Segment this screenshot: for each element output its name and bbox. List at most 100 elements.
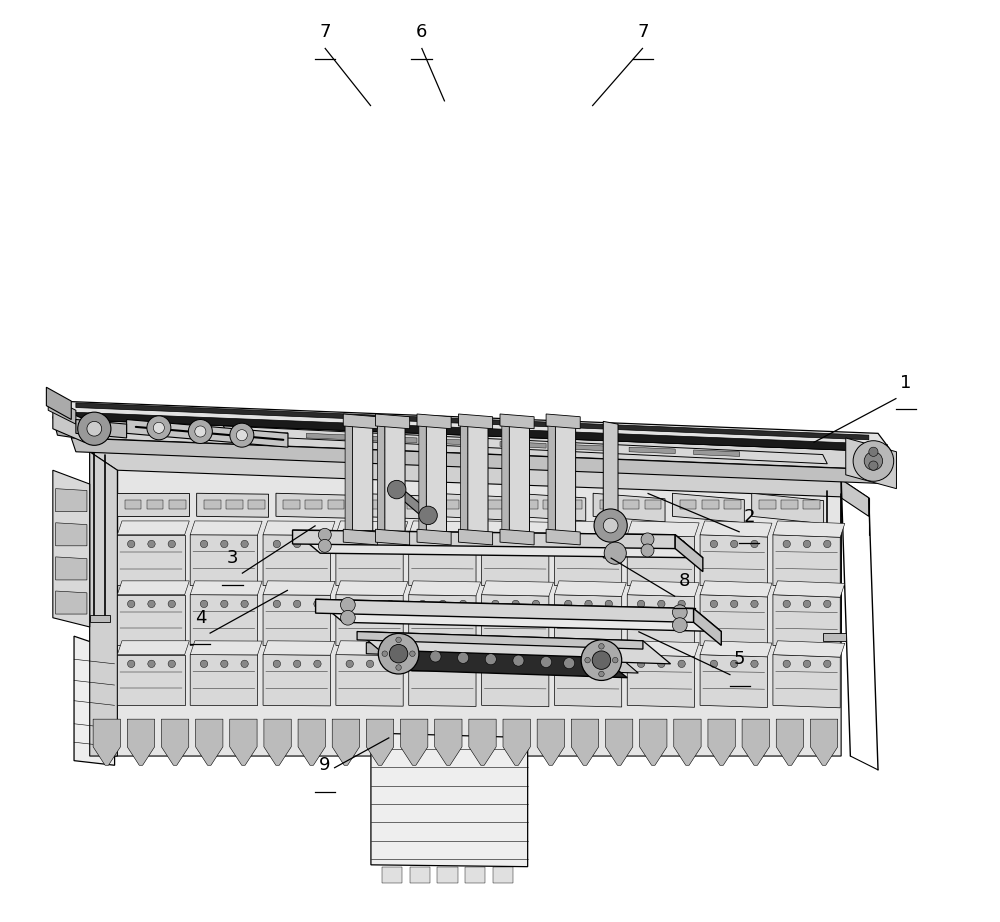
Circle shape bbox=[458, 653, 469, 664]
Circle shape bbox=[293, 660, 301, 668]
Polygon shape bbox=[316, 599, 721, 632]
Polygon shape bbox=[263, 535, 330, 586]
Circle shape bbox=[387, 600, 394, 608]
Bar bbox=[125, 500, 141, 509]
Polygon shape bbox=[435, 719, 462, 765]
Circle shape bbox=[658, 540, 665, 548]
Polygon shape bbox=[76, 420, 127, 438]
Circle shape bbox=[678, 600, 685, 608]
Bar bbox=[521, 500, 538, 509]
Circle shape bbox=[419, 600, 426, 608]
Circle shape bbox=[605, 660, 612, 668]
Polygon shape bbox=[332, 719, 360, 765]
Polygon shape bbox=[53, 406, 85, 443]
Polygon shape bbox=[117, 535, 185, 585]
Polygon shape bbox=[554, 581, 626, 597]
Polygon shape bbox=[674, 719, 701, 765]
Circle shape bbox=[314, 600, 321, 608]
Bar bbox=[565, 500, 582, 509]
Polygon shape bbox=[127, 420, 288, 447]
Polygon shape bbox=[554, 655, 622, 707]
Polygon shape bbox=[419, 418, 426, 538]
Circle shape bbox=[128, 600, 135, 608]
Bar bbox=[702, 500, 719, 509]
Polygon shape bbox=[482, 641, 553, 656]
Circle shape bbox=[824, 660, 831, 668]
Polygon shape bbox=[627, 521, 699, 537]
Polygon shape bbox=[117, 581, 189, 595]
Circle shape bbox=[492, 600, 499, 608]
Text: 7: 7 bbox=[319, 23, 331, 41]
Polygon shape bbox=[708, 719, 735, 765]
Text: 3: 3 bbox=[227, 549, 238, 567]
Bar bbox=[623, 500, 639, 509]
Polygon shape bbox=[263, 655, 330, 706]
Circle shape bbox=[532, 540, 540, 548]
Polygon shape bbox=[700, 595, 767, 647]
Polygon shape bbox=[409, 641, 481, 656]
Polygon shape bbox=[776, 719, 804, 765]
Circle shape bbox=[314, 660, 321, 668]
Polygon shape bbox=[502, 418, 509, 538]
Circle shape bbox=[672, 618, 687, 632]
Circle shape bbox=[532, 660, 540, 668]
Polygon shape bbox=[548, 418, 555, 538]
Bar bbox=[328, 500, 344, 509]
Circle shape bbox=[824, 600, 831, 608]
Bar bbox=[543, 500, 560, 509]
Circle shape bbox=[512, 540, 519, 548]
Polygon shape bbox=[56, 489, 87, 512]
Polygon shape bbox=[700, 521, 772, 537]
Circle shape bbox=[236, 430, 247, 441]
Polygon shape bbox=[276, 493, 348, 518]
Polygon shape bbox=[422, 496, 431, 512]
Polygon shape bbox=[773, 655, 840, 708]
Polygon shape bbox=[197, 493, 269, 517]
Polygon shape bbox=[409, 535, 476, 586]
Circle shape bbox=[592, 651, 611, 669]
Polygon shape bbox=[190, 641, 262, 655]
Circle shape bbox=[168, 600, 175, 608]
Polygon shape bbox=[417, 414, 451, 429]
Bar bbox=[645, 500, 661, 509]
Bar bbox=[407, 500, 423, 509]
Polygon shape bbox=[514, 493, 586, 521]
Polygon shape bbox=[555, 418, 576, 537]
Circle shape bbox=[378, 633, 419, 674]
Polygon shape bbox=[571, 719, 599, 765]
Bar bbox=[226, 500, 243, 509]
Polygon shape bbox=[90, 452, 117, 756]
Circle shape bbox=[864, 452, 883, 470]
Circle shape bbox=[388, 480, 406, 499]
Circle shape bbox=[513, 656, 524, 666]
Circle shape bbox=[366, 600, 374, 608]
Circle shape bbox=[459, 600, 467, 608]
Circle shape bbox=[419, 540, 426, 548]
Polygon shape bbox=[546, 529, 580, 545]
Circle shape bbox=[605, 540, 612, 548]
Circle shape bbox=[869, 461, 878, 470]
Polygon shape bbox=[71, 438, 896, 484]
Polygon shape bbox=[482, 655, 549, 707]
Polygon shape bbox=[263, 641, 335, 656]
Polygon shape bbox=[56, 591, 87, 614]
Circle shape bbox=[783, 600, 790, 608]
Polygon shape bbox=[672, 493, 744, 523]
Circle shape bbox=[148, 540, 155, 548]
Polygon shape bbox=[343, 414, 377, 429]
Polygon shape bbox=[127, 719, 155, 765]
Circle shape bbox=[599, 644, 604, 649]
Circle shape bbox=[221, 600, 228, 608]
Circle shape bbox=[585, 600, 592, 608]
Polygon shape bbox=[53, 417, 76, 438]
Circle shape bbox=[148, 660, 155, 668]
Polygon shape bbox=[773, 535, 840, 588]
Bar bbox=[410, 867, 430, 883]
Polygon shape bbox=[298, 719, 325, 765]
Polygon shape bbox=[742, 719, 769, 765]
Polygon shape bbox=[376, 414, 410, 429]
Polygon shape bbox=[190, 581, 262, 595]
Circle shape bbox=[273, 660, 281, 668]
Polygon shape bbox=[366, 719, 394, 765]
Circle shape bbox=[128, 540, 135, 548]
